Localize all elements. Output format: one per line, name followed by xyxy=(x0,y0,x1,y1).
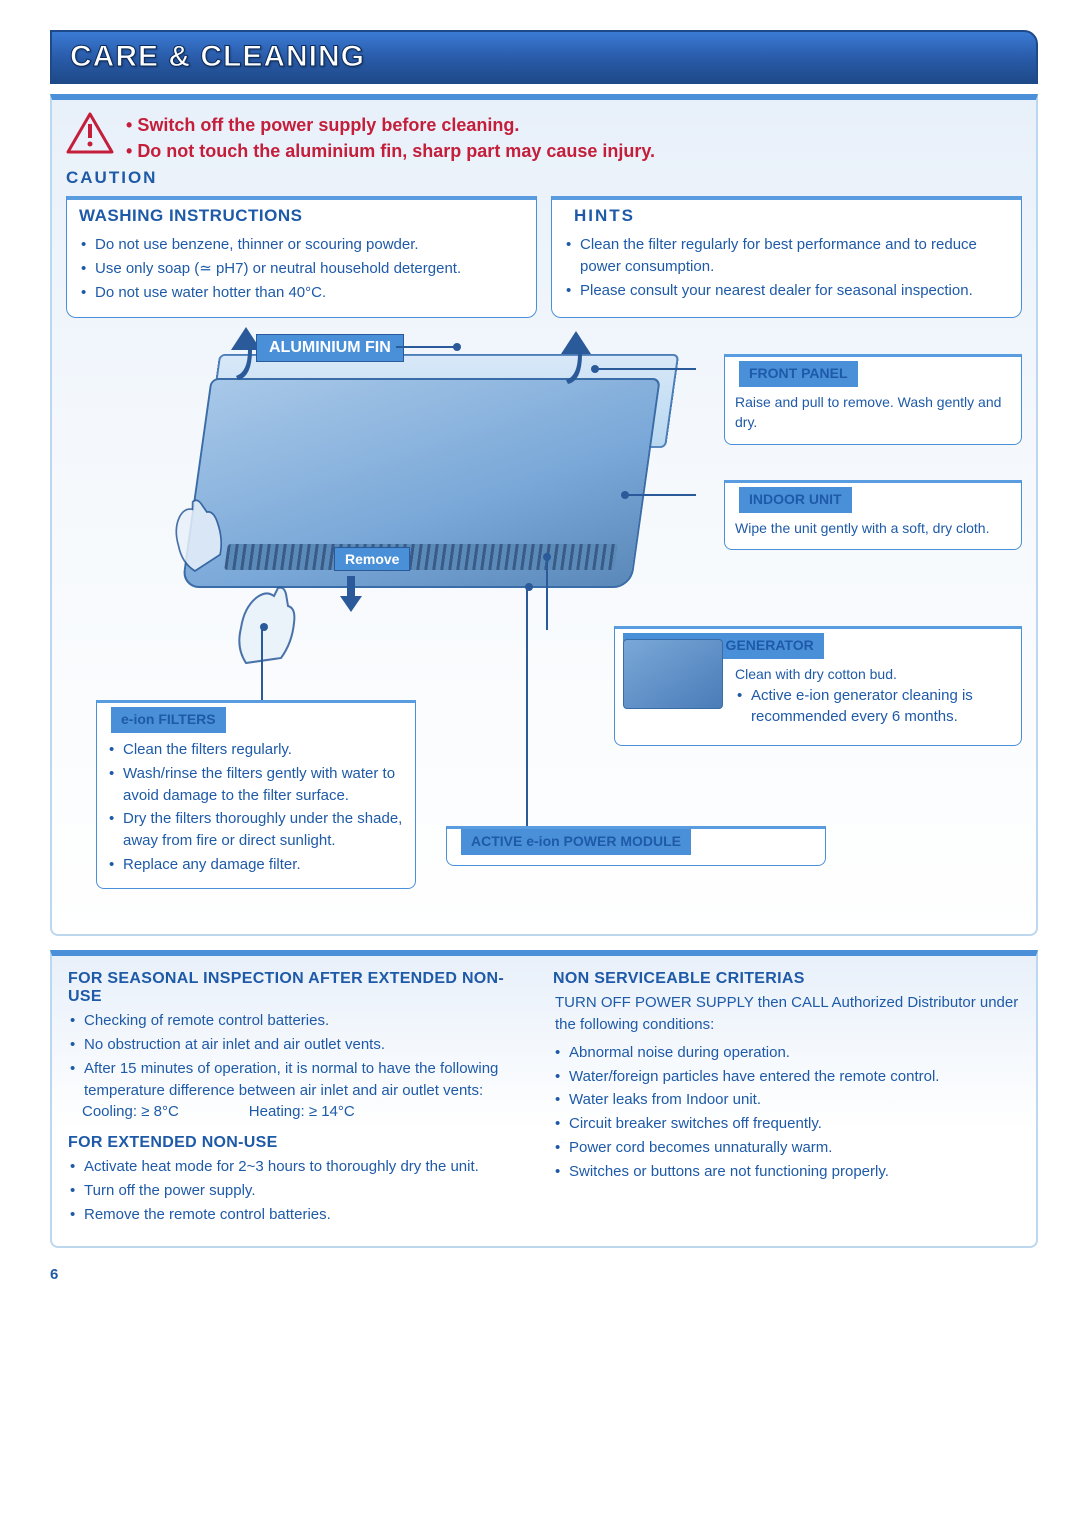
arrow-down-icon xyxy=(338,574,364,614)
aluminium-fin-label: ALUMINIUM FIN xyxy=(256,334,404,362)
diagram-area: ALUMINIUM FIN Remove FRONT PANEL Raise a… xyxy=(66,328,1022,918)
washing-instructions-box: WASHING INSTRUCTIONS Do not use benzene,… xyxy=(66,196,537,318)
arrow-icon xyxy=(556,326,596,386)
power-module-callout: ACTIVE e-ion POWER MODULE xyxy=(446,826,826,866)
ac-unit-illustration xyxy=(196,378,646,588)
hints-item: Clean the filter regularly for best perf… xyxy=(566,234,1009,278)
cooling-temp: Cooling: ≥ 8°C xyxy=(82,1103,179,1120)
washing-item: Use only soap (≃ pH7) or neutral househo… xyxy=(81,258,524,280)
washing-item: Do not use benzene, thinner or scouring … xyxy=(81,234,524,256)
hints-title: HINTS xyxy=(568,206,641,226)
seasonal-title: FOR SEASONAL INSPECTION AFTER EXTENDED N… xyxy=(68,970,535,1006)
caution-label: CAUTION xyxy=(66,168,1022,188)
caution-text: Switch off the power supply before clean… xyxy=(126,112,655,164)
washing-item: Do not use water hotter than 40°C. xyxy=(81,282,524,304)
hints-item: Please consult your nearest dealer for s… xyxy=(566,280,1009,302)
extended-title: FOR EXTENDED NON-USE xyxy=(68,1134,535,1152)
washing-title: WASHING INSTRUCTIONS xyxy=(77,206,308,226)
heating-temp: Heating: ≥ 14°C xyxy=(249,1103,355,1120)
eion-filters-callout: e-ion FILTERS Clean the filters regularl… xyxy=(96,700,416,888)
caution-icon xyxy=(66,112,114,154)
page-title: CARE & CLEANING xyxy=(70,40,1018,74)
generator-thumbnail xyxy=(623,639,723,709)
page-title-bar: CARE & CLEANING xyxy=(50,30,1038,84)
bottom-frame: FOR SEASONAL INSPECTION AFTER EXTENDED N… xyxy=(50,950,1038,1247)
remove-label: Remove xyxy=(334,547,410,571)
main-content-frame: Switch off the power supply before clean… xyxy=(50,94,1038,936)
indoor-unit-callout: INDOOR UNIT Wipe the unit gently with a … xyxy=(724,480,1022,549)
front-panel-callout: FRONT PANEL Raise and pull to remove. Wa… xyxy=(724,354,1022,445)
hints-box: HINTS Clean the filter regularly for bes… xyxy=(551,196,1022,318)
page-number: 6 xyxy=(50,1266,1038,1283)
active-generator-callout: ACTIVE e-ion GENERATOR Clean with dry co… xyxy=(614,626,1022,746)
nonservice-title: NON SERVICEABLE CRITERIAS xyxy=(553,970,1020,988)
